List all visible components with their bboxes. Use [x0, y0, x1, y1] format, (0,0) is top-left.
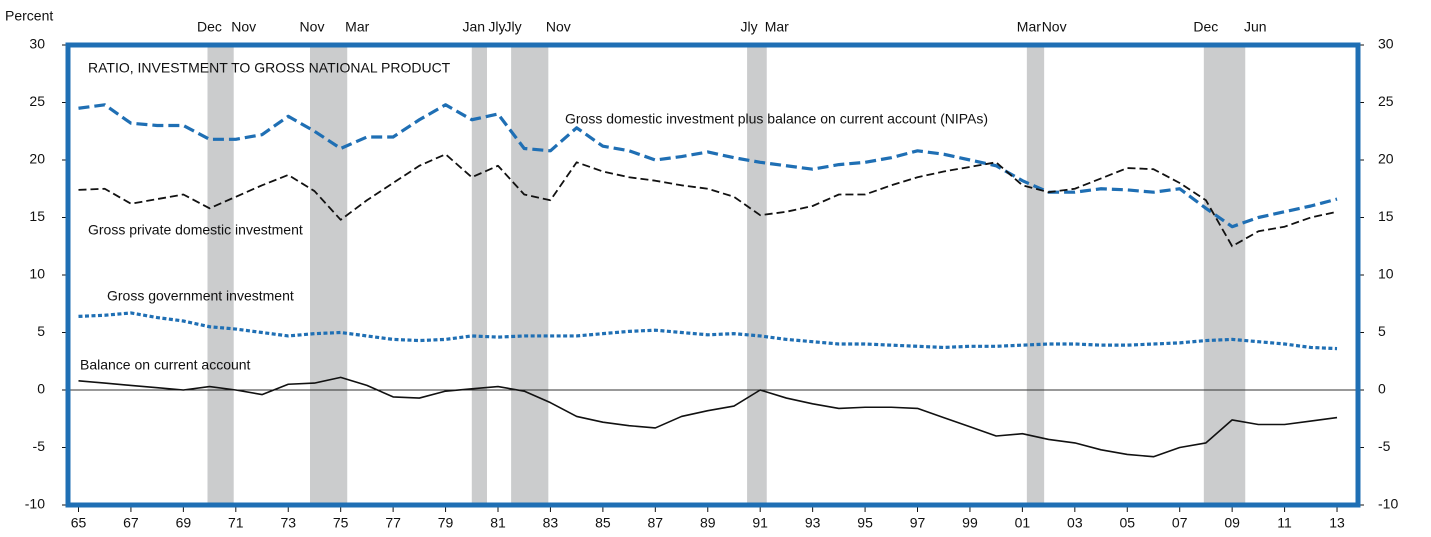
y-tick-label: 10: [29, 266, 45, 282]
y-tick-label: 0: [37, 381, 45, 397]
recession-band: [207, 45, 234, 505]
x-tick-label: 87: [648, 515, 664, 531]
x-tick-label: 07: [1172, 515, 1188, 531]
recession-start-label: Dec: [197, 19, 222, 35]
y-axis-label: Percent: [5, 8, 53, 24]
y-tick-label: 15: [29, 208, 45, 224]
x-tick-label: 03: [1067, 515, 1083, 531]
y-tick-label: 25: [29, 93, 45, 109]
recession-start-label: Jly: [741, 19, 758, 35]
recession-band: [471, 45, 487, 505]
x-tick-label: 97: [910, 515, 926, 531]
recession-end-label: Mar: [345, 19, 369, 35]
series-line: [78, 311, 1338, 351]
y-tick-label: 5: [37, 323, 45, 339]
y2-tick-label: 20: [1378, 151, 1394, 167]
x-tick-label: 81: [490, 515, 506, 531]
x-tick-label: 01: [1015, 515, 1031, 531]
recession-start-label: Jly: [505, 19, 522, 35]
series-label: Gross government investment: [107, 288, 294, 304]
recession-end-label: Jly: [488, 19, 505, 35]
y-tick-label: -5: [33, 438, 46, 454]
recession-band: [511, 45, 549, 505]
recession-start-label: Dec: [1193, 19, 1218, 35]
y2-tick-label: 15: [1378, 208, 1394, 224]
x-tick-label: 91: [752, 515, 768, 531]
x-tick-label: 89: [700, 515, 716, 531]
y-tick-label: -10: [25, 496, 45, 512]
x-tick-label: 75: [333, 515, 349, 531]
x-tick-label: 77: [385, 515, 401, 531]
recession-end-label: Nov: [1042, 19, 1067, 35]
y2-tick-label: -10: [1378, 496, 1398, 512]
x-tick-label: 71: [228, 515, 244, 531]
x-tick-label: 93: [805, 515, 821, 531]
x-tick-label: 67: [123, 515, 139, 531]
x-tick-label: 11: [1277, 515, 1292, 531]
x-tick-label: 79: [438, 515, 454, 531]
plot-frame: [65, 42, 1361, 508]
recession-start-label: Mar: [1017, 19, 1041, 35]
y2-tick-label: 0: [1378, 381, 1386, 397]
series-label: Balance on current account: [80, 357, 251, 373]
recession-end-label: Nov: [546, 19, 571, 35]
recession-end-label: Jun: [1244, 19, 1267, 35]
recession-end-label: Nov: [231, 19, 256, 35]
y2-tick-label: -5: [1378, 438, 1391, 454]
series-label: Gross private domestic investment: [88, 222, 303, 238]
x-tick-label: 85: [595, 515, 611, 531]
x-tick-label: 69: [176, 515, 192, 531]
recession-end-label: Mar: [765, 19, 789, 35]
y2-tick-label: 5: [1378, 323, 1386, 339]
x-tick-label: 83: [543, 515, 559, 531]
y2-tick-label: 30: [1378, 36, 1394, 52]
x-tick-label: 95: [857, 515, 873, 531]
series-line: [78, 376, 1338, 458]
x-tick-label: 99: [962, 515, 978, 531]
x-tick-label: 73: [280, 515, 296, 531]
y-tick-label: 30: [29, 36, 45, 52]
series-label: Gross domestic investment plus balance o…: [565, 111, 988, 127]
y2-tick-label: 25: [1378, 93, 1394, 109]
x-tick-label: 05: [1119, 515, 1135, 531]
y-tick-label: 20: [29, 151, 45, 167]
y2-tick-label: 10: [1378, 266, 1394, 282]
annotation: RATIO, INVESTMENT TO GROSS NATIONAL PROD…: [88, 60, 451, 76]
series-line: [78, 103, 1338, 229]
recession-band: [1203, 45, 1246, 505]
recession-band: [310, 45, 348, 505]
x-tick-label: 65: [71, 515, 87, 531]
x-tick-label: 13: [1329, 515, 1345, 531]
recession-start-label: Jan: [462, 19, 485, 35]
recession-start-label: Nov: [300, 19, 325, 35]
x-tick-label: 09: [1224, 515, 1240, 531]
